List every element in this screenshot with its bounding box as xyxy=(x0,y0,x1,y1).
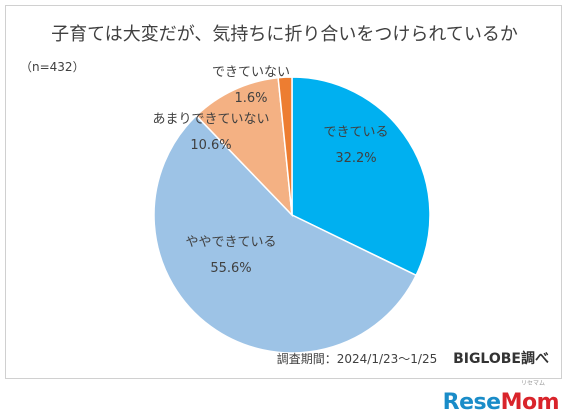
chart-title: 子育ては大変だが、気持ちに折り合いをつけられているか xyxy=(51,24,518,45)
slice-label-1: ややできている xyxy=(185,235,276,250)
slice-value-label-3: 1.6% xyxy=(234,91,267,106)
chart-frame: 子育ては大変だが、気持ちに折り合いをつけられているか （n=432） できている… xyxy=(5,5,562,379)
survey-period: 調査期間：2024/1/23～1/25 xyxy=(276,352,438,366)
slice-value-label-1: 55.6% xyxy=(210,261,251,276)
logo-subtext: リセマム xyxy=(520,380,545,387)
source-note: 調査期間：2024/1/23～1/25 BIGLOBE調べ xyxy=(277,348,549,368)
pie-slice-1 xyxy=(153,114,418,354)
pie-chart: できている 32.2% ややできている 55.6% あまりできていない 10.6% できてい… xyxy=(152,65,431,354)
logo-part-rese: Rese xyxy=(442,390,501,415)
slice-label-2: あまりできていない xyxy=(152,112,269,127)
pie-slice-3 xyxy=(277,76,293,216)
pie-slice-0 xyxy=(291,76,431,277)
sample-size-note: （n=432） xyxy=(20,60,85,74)
slice-value-label-2: 10.6% xyxy=(190,138,231,153)
logo-part-mom: Mom xyxy=(500,390,560,415)
slice-label-3: できていない xyxy=(212,65,290,80)
pie-slice-2 xyxy=(195,76,293,218)
resemom-logo: ReseMom xyxy=(442,390,560,415)
slice-value-label-0: 32.2% xyxy=(335,151,376,166)
survey-source: BIGLOBE調べ xyxy=(453,351,549,367)
slice-label-0: できている xyxy=(323,125,388,140)
